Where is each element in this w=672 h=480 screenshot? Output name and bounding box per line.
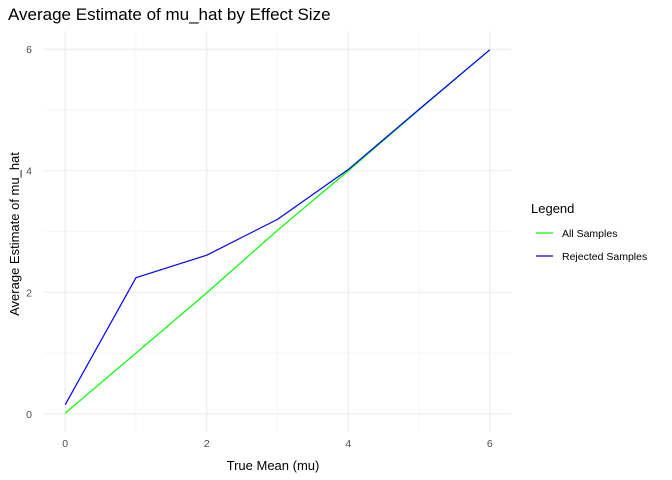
y-tick-label: 4 xyxy=(26,166,32,178)
y-tick-label: 6 xyxy=(26,44,32,56)
legend-title: Legend xyxy=(531,201,574,216)
legend: Legend All Samples Rejected Samples xyxy=(531,201,647,263)
legend-label: Rejected Samples xyxy=(562,251,647,263)
series-lines xyxy=(64,49,491,414)
tick-labels: 0 2 4 6 0 2 4 6 xyxy=(26,44,493,450)
grid xyxy=(44,31,511,432)
x-axis-label: True Mean (mu) xyxy=(227,458,320,473)
y-axis-label: Average Estimate of mu_hat xyxy=(7,152,22,316)
chart-title: Average Estimate of mu_hat by Effect Siz… xyxy=(8,5,331,24)
y-tick-label: 0 xyxy=(26,409,32,421)
legend-label: All Samples xyxy=(562,228,617,240)
x-tick-label: 2 xyxy=(204,438,210,450)
x-tick-label: 0 xyxy=(62,438,68,450)
y-tick-label: 2 xyxy=(26,287,32,299)
series-line xyxy=(64,49,491,405)
x-tick-label: 6 xyxy=(487,438,493,450)
x-tick-label: 4 xyxy=(345,438,351,450)
